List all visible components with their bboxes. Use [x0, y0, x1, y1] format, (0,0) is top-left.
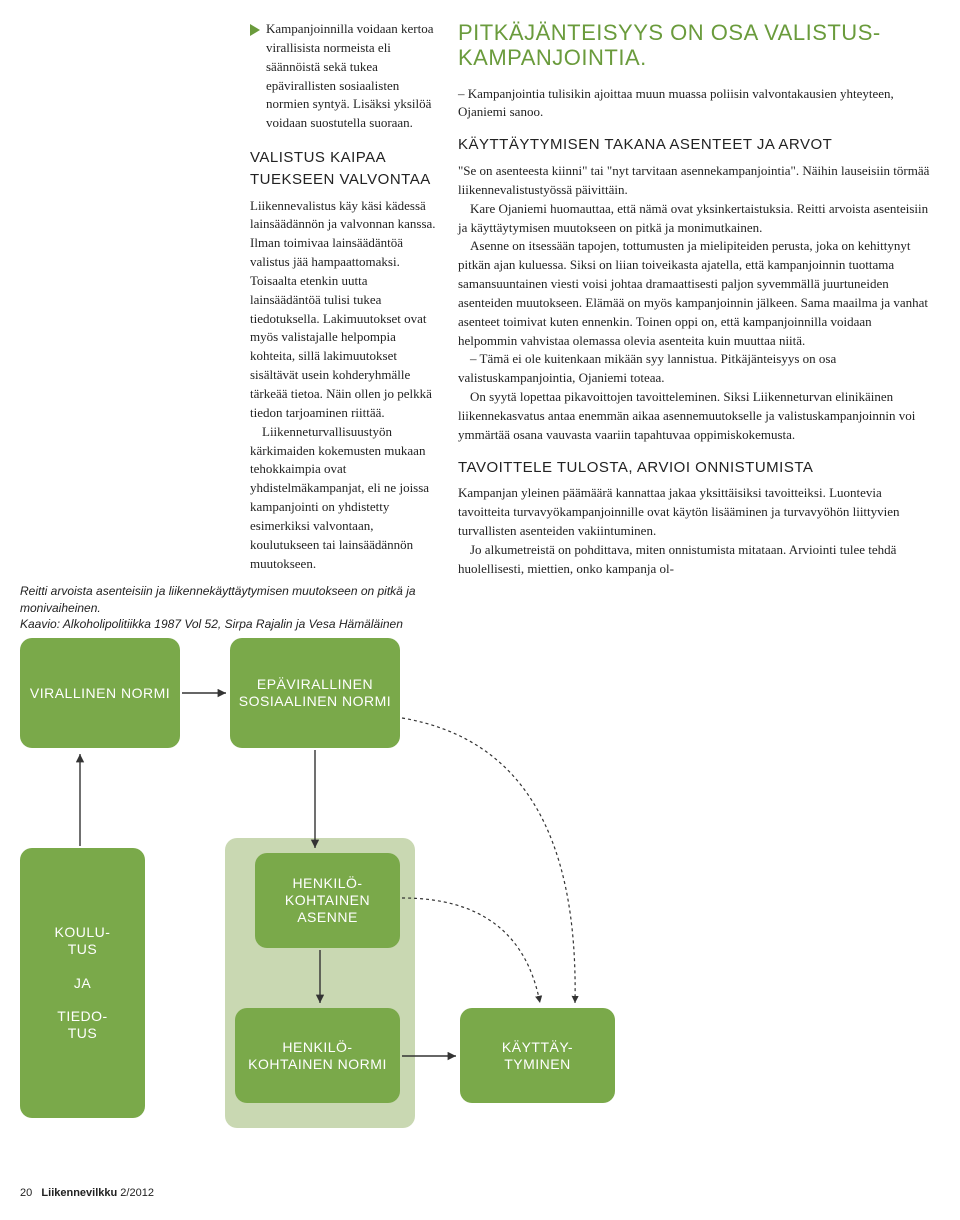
page-footer: 20 Liikennevilkku 2/2012: [20, 1186, 154, 1202]
mid-paragraph-1: Liikennevalistus käy käsi kädessä lainsä…: [250, 197, 440, 423]
right-para-1: – Kampanjointia tulisikin ajoittaa muun …: [458, 85, 930, 123]
diagram-caption-line-1: Reitti arvoista asenteisiin ja liikennek…: [20, 583, 440, 615]
pull-quote: PITKÄJÄNTEISYYS ON OSA VALISTUS-KAMPANJO…: [458, 20, 930, 71]
intro-paragraph: Kampanjoinnilla voidaan kertoa virallisi…: [266, 20, 440, 133]
right-para-4: Asenne on itsessään tapojen, tottumusten…: [458, 237, 930, 350]
magazine-name: Liikennevilkku: [41, 1187, 117, 1199]
node-henkilo-kohtainen-asenne: HENKILÖ- KOHTAINEN ASENNE: [255, 853, 400, 948]
node-virallinen-normi: VIRALLINEN NORMI: [20, 638, 180, 748]
right-para-8: Jo alkumetreistä on pohdittava, miten on…: [458, 541, 930, 579]
node-kayttaytyminen: KÄYTTÄY- TYMINEN: [460, 1008, 615, 1103]
section-head-tulosta: TAVOITTELE TULOSTA, ARVIOI ONNISTUMISTA: [458, 457, 930, 479]
flow-diagram: VIRALLINEN NORMI EPÄVIRALLINEN SOSIAALIN…: [20, 638, 615, 1168]
right-para-6: On syytä lopettaa pikavoittojen tavoitte…: [458, 388, 930, 445]
diagram-caption-line-2: Kaavio: Alkoholipolitiikka 1987 Vol 52, …: [20, 616, 440, 632]
node-epavirallinen-sosiaalinen-normi: EPÄVIRALLINEN SOSIAALINEN NORMI: [230, 638, 400, 748]
right-para-7: Kampanjan yleinen päämäärä kannattaa jak…: [458, 484, 930, 541]
diagram-caption: Reitti arvoista asenteisiin ja liikennek…: [20, 583, 440, 632]
right-para-2: "Se on asenteesta kiinni" tai "nyt tarvi…: [458, 162, 930, 200]
section-head-asenteet: KÄYTTÄYTYMISEN TAKANA ASENTEET JA ARVOT: [458, 134, 930, 156]
node-henkilo-kohtainen-normi: HENKILÖ- KOHTAINEN NORMI: [235, 1008, 400, 1103]
right-para-3: Kare Ojaniemi huomauttaa, että nämä ovat…: [458, 200, 930, 238]
page-number: 20: [20, 1187, 32, 1199]
bullet-triangle-icon: [250, 24, 260, 36]
section-head-valvonta: VALISTUS KAIPAA TUEKSEEN VALVONTAA: [250, 147, 440, 191]
right-para-5: – Tämä ei ole kuitenkaan mikään syy lann…: [458, 350, 930, 388]
mid-paragraph-2: Liikenneturvallisuustyön kärkimaiden kok…: [250, 423, 440, 574]
issue-number: 2/2012: [120, 1187, 154, 1199]
node-koulutus-ja-tiedotus: KOULU- TUS JA TIEDO- TUS: [20, 848, 145, 1118]
